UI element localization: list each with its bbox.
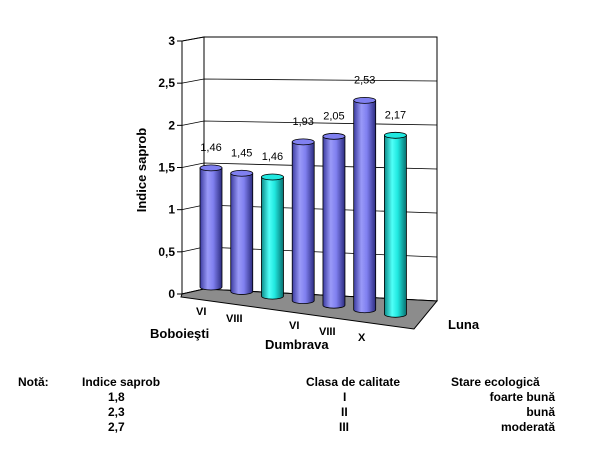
bar — [291, 138, 315, 305]
notes-row-3-class: III — [339, 420, 350, 434]
notes-title: Notă: — [18, 375, 49, 389]
data-label: 2,53 — [354, 74, 375, 86]
category-labels: VI VIII VI VIII X Boboieşti Dumbrava — [150, 306, 366, 352]
notes-row-1-state: foarte bună — [489, 390, 555, 404]
data-label: 1,46 — [262, 151, 283, 163]
x-axis-label: Luna — [448, 317, 480, 332]
gridline — [181, 78, 438, 84]
notes-row-3-state: moderată — [500, 420, 555, 434]
bars — [199, 96, 407, 318]
notes-table: Notă: Indice saprob Clasa de calitate St… — [0, 372, 599, 442]
y-tick-label: 2 — [168, 118, 175, 132]
data-labels: 1,46 1,45 1,46 1,93 2,05 2,53 2,17 — [200, 74, 406, 163]
saprobic-index-chart: 00,511,522,53 1,46 1,45 1,461,93 2,052,532,… — [134, 34, 480, 352]
data-label: 1,45 — [231, 147, 252, 159]
notes-row-1-index: 1,8 — [108, 390, 125, 404]
gridline — [181, 36, 437, 42]
notes-row-2-index: 2,3 — [108, 405, 125, 419]
data-label: 1,93 — [293, 116, 314, 128]
data-label: 2,05 — [323, 110, 344, 122]
y-axis-ticks: 0 0,5 1 1,5 2 2,5 3 — [158, 34, 182, 301]
month-label: X — [358, 332, 366, 344]
y-tick-label: 1,5 — [158, 161, 175, 175]
bar — [353, 96, 377, 314]
notes-row-2-state: bună — [526, 405, 555, 419]
y-axis-label: Indice saprob — [134, 128, 149, 213]
notes-header-state: Stare ecologică — [451, 375, 540, 389]
data-label: 1,46 — [200, 142, 221, 154]
bar — [384, 131, 407, 318]
month-label: VI — [289, 320, 299, 332]
y-tick-label: 0,5 — [158, 245, 175, 259]
bar — [230, 169, 254, 295]
month-label: VIII — [226, 313, 243, 325]
notes-row-2-class: II — [341, 405, 348, 419]
notes-header-class: Clasa de calitate — [306, 375, 401, 389]
month-label: VI — [196, 306, 206, 318]
y-tick-label: 0 — [168, 287, 175, 301]
station-label: Dumbrava — [265, 337, 329, 352]
y-tick-label: 3 — [168, 34, 175, 48]
bar — [261, 173, 284, 300]
bar — [322, 132, 346, 309]
notes-row-1-class: I — [343, 390, 347, 404]
y-tick-label: 1 — [168, 203, 175, 217]
data-label: 2,17 — [385, 109, 406, 121]
y-tick-label: 2,5 — [158, 76, 175, 90]
month-label: VIII — [319, 326, 336, 338]
notes-header-index: Indice saprob — [82, 375, 161, 389]
station-label: Boboieşti — [150, 326, 209, 341]
bar — [199, 164, 223, 291]
notes-row-3-index: 2,7 — [108, 420, 125, 434]
